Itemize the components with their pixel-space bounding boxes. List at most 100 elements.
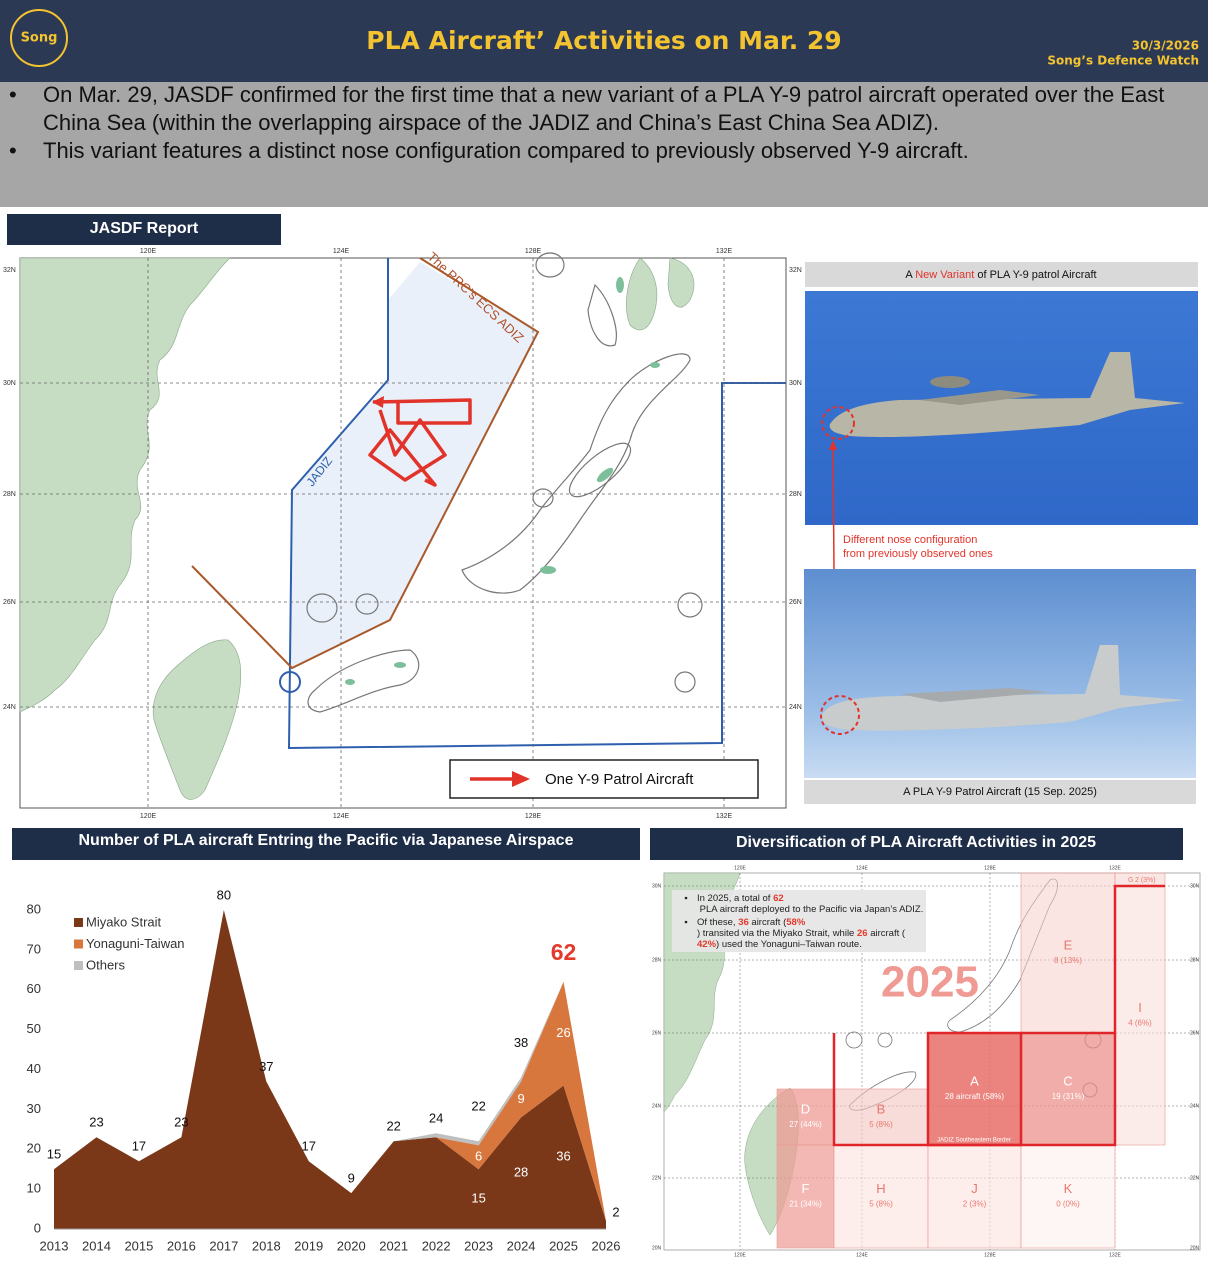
lat-label: 28N — [3, 491, 16, 498]
section-header — [7, 214, 281, 245]
lon-label: 128E — [525, 813, 542, 820]
text-piece: New Variant — [915, 269, 974, 281]
lat-label: 24N — [3, 704, 16, 711]
legend-label: Miyako Strait — [86, 914, 162, 929]
legend-label: Others — [86, 957, 126, 972]
zone — [833, 1088, 929, 1146]
zone — [1020, 1144, 1116, 1249]
y-tick-label: 40 — [27, 1061, 41, 1076]
zone-label: 28 aircraft (58%) — [945, 1092, 1004, 1101]
segment-label: 36 — [556, 1149, 570, 1164]
page-title: PLA Aircraft’ Activities on Mar. 29 — [366, 26, 841, 55]
chart-header — [12, 828, 640, 860]
zone — [776, 1088, 835, 1146]
chart-title: Number of PLA aircraft Entring the Pacif… — [79, 832, 574, 849]
jasdf-map — [19, 252, 787, 809]
x-tick-label: 2013 — [40, 1238, 69, 1253]
text-piece: ) transited via the Miyako Strait, while — [697, 928, 857, 939]
zone — [927, 1032, 1022, 1146]
total-label: 17 — [302, 1139, 316, 1154]
annotation: Different nose configuration — [843, 534, 977, 546]
x-tick-label: 2026 — [592, 1238, 621, 1253]
lat-label: 26N — [789, 599, 802, 606]
y-tick-label: 70 — [27, 941, 41, 956]
header-bar — [0, 0, 1208, 82]
lat-label: 30N — [3, 380, 16, 387]
caption-bar — [804, 780, 1196, 804]
y-tick-label: 80 — [27, 901, 41, 916]
lon-label: 132E — [1109, 1252, 1121, 1258]
total-label: 38 — [514, 1035, 528, 1050]
segment-label: 28 — [514, 1165, 528, 1180]
text-piece: of PLA Y-9 patrol Aircraft — [974, 269, 1096, 281]
note: Of these, 36 aircraft (58%) transited vi… — [697, 917, 906, 950]
text-piece: 58% — [786, 917, 806, 928]
zone-letter: D — [801, 1101, 810, 1116]
segment-label: 15 — [471, 1191, 485, 1206]
zone-label: 2 (3%) — [1135, 877, 1156, 884]
zone — [1020, 1032, 1116, 1146]
lon-label: 124E — [856, 865, 868, 871]
x-tick-label: 2024 — [507, 1238, 536, 1253]
photo-y9 — [804, 569, 1196, 778]
zone-label: 0 (0%) — [1056, 1200, 1080, 1209]
y-tick-label: 60 — [27, 981, 41, 996]
legend-swatch — [74, 939, 83, 949]
logo: Song — [21, 31, 58, 46]
photo-new-variant — [805, 291, 1198, 525]
zone — [927, 1144, 1022, 1249]
bullet: This variant features a distinct nose co… — [9, 137, 1188, 165]
y-tick-label: 0 — [34, 1220, 41, 1235]
lat-label: 28N — [652, 957, 662, 963]
zone-letter: F — [802, 1181, 810, 1196]
segment-label: 6 — [475, 1149, 482, 1164]
lat-label: 24N — [789, 704, 802, 711]
zone — [1114, 885, 1166, 1146]
lon-label: 124E — [333, 248, 350, 255]
text-piece: 36 — [738, 917, 749, 928]
zone-label: 19 (31%) — [1052, 1092, 1085, 1101]
segment-label: 9 — [517, 1091, 524, 1106]
note-bullet — [684, 920, 688, 924]
lon-label: 128E — [984, 1252, 996, 1258]
note-bullet — [684, 896, 688, 900]
caption: A PLA Y-9 Patrol Aircraft (15 Sep. 2025) — [903, 786, 1097, 798]
section-title: JASDF Report — [90, 220, 199, 237]
lon-label: 124E — [333, 813, 350, 820]
zones: A 28 aircraft (58%) B 5 (8%) C 19 (31%) D 27 (4… — [776, 872, 1166, 1249]
total-label: 22 — [471, 1099, 485, 1114]
logo-ring — [10, 9, 68, 67]
segment-label: 26 — [556, 1025, 570, 1040]
border-label: JADIZ Southeastern Border — [937, 1138, 1011, 1144]
zone-letter: I — [1138, 1000, 1142, 1015]
rich-text: A New Variant of PLA Y-9 patrol Aircraft — [905, 269, 1096, 281]
note: In 2025, a total of 62 PLA aircraft depl… — [697, 893, 923, 915]
text-piece: ) used the Yonaguni–Taiwan route. — [716, 939, 862, 950]
zone-letter: A — [970, 1073, 979, 1088]
legend-swatch — [74, 918, 83, 927]
lon-label: 120E — [140, 248, 157, 255]
total-label: 62 — [551, 939, 577, 965]
zone-label: 5 (8%) — [869, 1200, 893, 1209]
lat-label: 28N — [789, 491, 802, 498]
legend-swatch — [74, 961, 83, 970]
lat-label: 24N — [652, 1103, 662, 1109]
text-piece: In 2025, a total of — [697, 893, 773, 904]
map-title: Diversification of PLA Aircraft Activiti… — [736, 834, 1096, 851]
source: Song’s Defence Watch — [1047, 54, 1199, 68]
lon-label: 124E — [856, 1252, 868, 1258]
zone-label: 27 (44%) — [789, 1120, 822, 1129]
x-tick-label: 2022 — [422, 1238, 451, 1253]
lon-label: 132E — [1109, 865, 1121, 871]
text-piece: A — [905, 269, 915, 281]
map-legend: One Y-9 Patrol Aircraft — [545, 771, 694, 788]
y-tick-label: 20 — [27, 1141, 41, 1156]
lon-label: 132E — [716, 248, 733, 255]
lon-label: 132E — [716, 813, 733, 820]
y-tick-label: 50 — [27, 1021, 41, 1036]
zone-label: 8 (13%) — [1054, 956, 1082, 965]
text-piece: 42% — [697, 939, 717, 950]
lat-label: 24N — [1190, 1103, 1200, 1109]
